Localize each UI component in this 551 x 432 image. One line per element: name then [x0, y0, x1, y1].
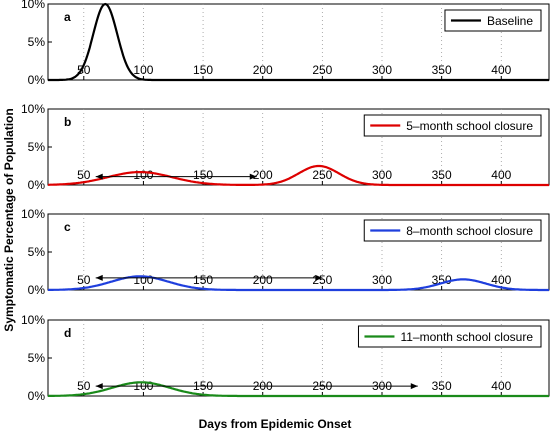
x-tick-label: 400 [491, 168, 511, 182]
legend-label: 5–month school closure [406, 119, 533, 133]
y-tick-label: 10% [21, 313, 45, 327]
x-tick-label: 100 [133, 273, 153, 287]
arrow-head-left [95, 383, 103, 390]
legend-box [363, 219, 542, 242]
panel-letter: d [64, 326, 71, 340]
series-line [48, 381, 549, 398]
y-tick-label: 5% [28, 35, 46, 49]
y-axis-label: Symptomatic Percentage of Population [2, 108, 16, 331]
legend-box [363, 114, 542, 137]
y-tick-label: 10% [21, 102, 45, 116]
x-tick-label: 250 [312, 168, 332, 182]
series-line [48, 275, 549, 292]
x-tick-label: 50 [77, 273, 91, 287]
panel-letter: c [64, 220, 71, 234]
arrow-head-left [95, 274, 103, 281]
x-tick-label: 200 [253, 273, 273, 287]
y-tick-label: 5% [28, 140, 46, 154]
arrow-head-right [410, 383, 418, 390]
arrow-head-right [315, 274, 323, 281]
panel-letter: a [64, 10, 71, 24]
x-tick-label: 150 [193, 63, 213, 77]
x-tick-label: 200 [253, 63, 273, 77]
y-tick-label: 10% [21, 0, 45, 11]
x-tick-label: 100 [133, 168, 153, 182]
legend-label: 8–month school closure [406, 224, 533, 238]
y-tick-label: 5% [28, 245, 46, 259]
x-tick-label: 300 [372, 168, 392, 182]
series-line [48, 164, 549, 187]
x-tick-label: 300 [372, 63, 392, 77]
x-tick-label: 400 [491, 63, 511, 77]
legend-box [444, 9, 542, 32]
y-tick-label: 0% [28, 389, 46, 403]
x-axis-label: Days from Epidemic Onset [199, 417, 352, 431]
x-tick-label: 250 [312, 63, 332, 77]
x-tick-label: 350 [432, 63, 452, 77]
panel-b: 50 100 150 200 250 300 350 400 0% 5% 10% b 5–month s… [21, 102, 550, 192]
x-tick-label: 200 [253, 168, 273, 182]
y-tick-label: 0% [28, 283, 46, 297]
panel-a: 50 100 150 200 250 300 350 400 0% 5% 10% a Baseline [21, 0, 550, 87]
panel-letter: b [64, 115, 71, 129]
x-tick-label: 400 [491, 379, 511, 393]
legend-label: 11–month school closure [400, 330, 533, 344]
x-tick-label: 350 [432, 168, 452, 182]
series-line [48, 2, 549, 82]
x-tick-label: 50 [77, 168, 91, 182]
y-tick-label: 0% [28, 73, 46, 87]
x-tick-label: 300 [372, 273, 392, 287]
arrow-head-left [95, 173, 103, 180]
y-tick-label: 5% [28, 351, 46, 365]
legend-box [357, 325, 542, 348]
x-tick-label: 400 [491, 273, 511, 287]
legend-label: Baseline [487, 14, 533, 28]
x-tick-label: 100 [133, 63, 153, 77]
y-tick-label: 10% [21, 207, 45, 221]
y-tick-label: 0% [28, 178, 46, 192]
x-tick-label: 150 [193, 168, 213, 182]
x-tick-label: 150 [193, 273, 213, 287]
x-tick-label: 50 [77, 63, 91, 77]
x-tick-label: 50 [77, 379, 91, 393]
arrow-head-right [249, 173, 257, 180]
x-tick-label: 350 [432, 273, 452, 287]
x-tick-label: 350 [432, 379, 452, 393]
